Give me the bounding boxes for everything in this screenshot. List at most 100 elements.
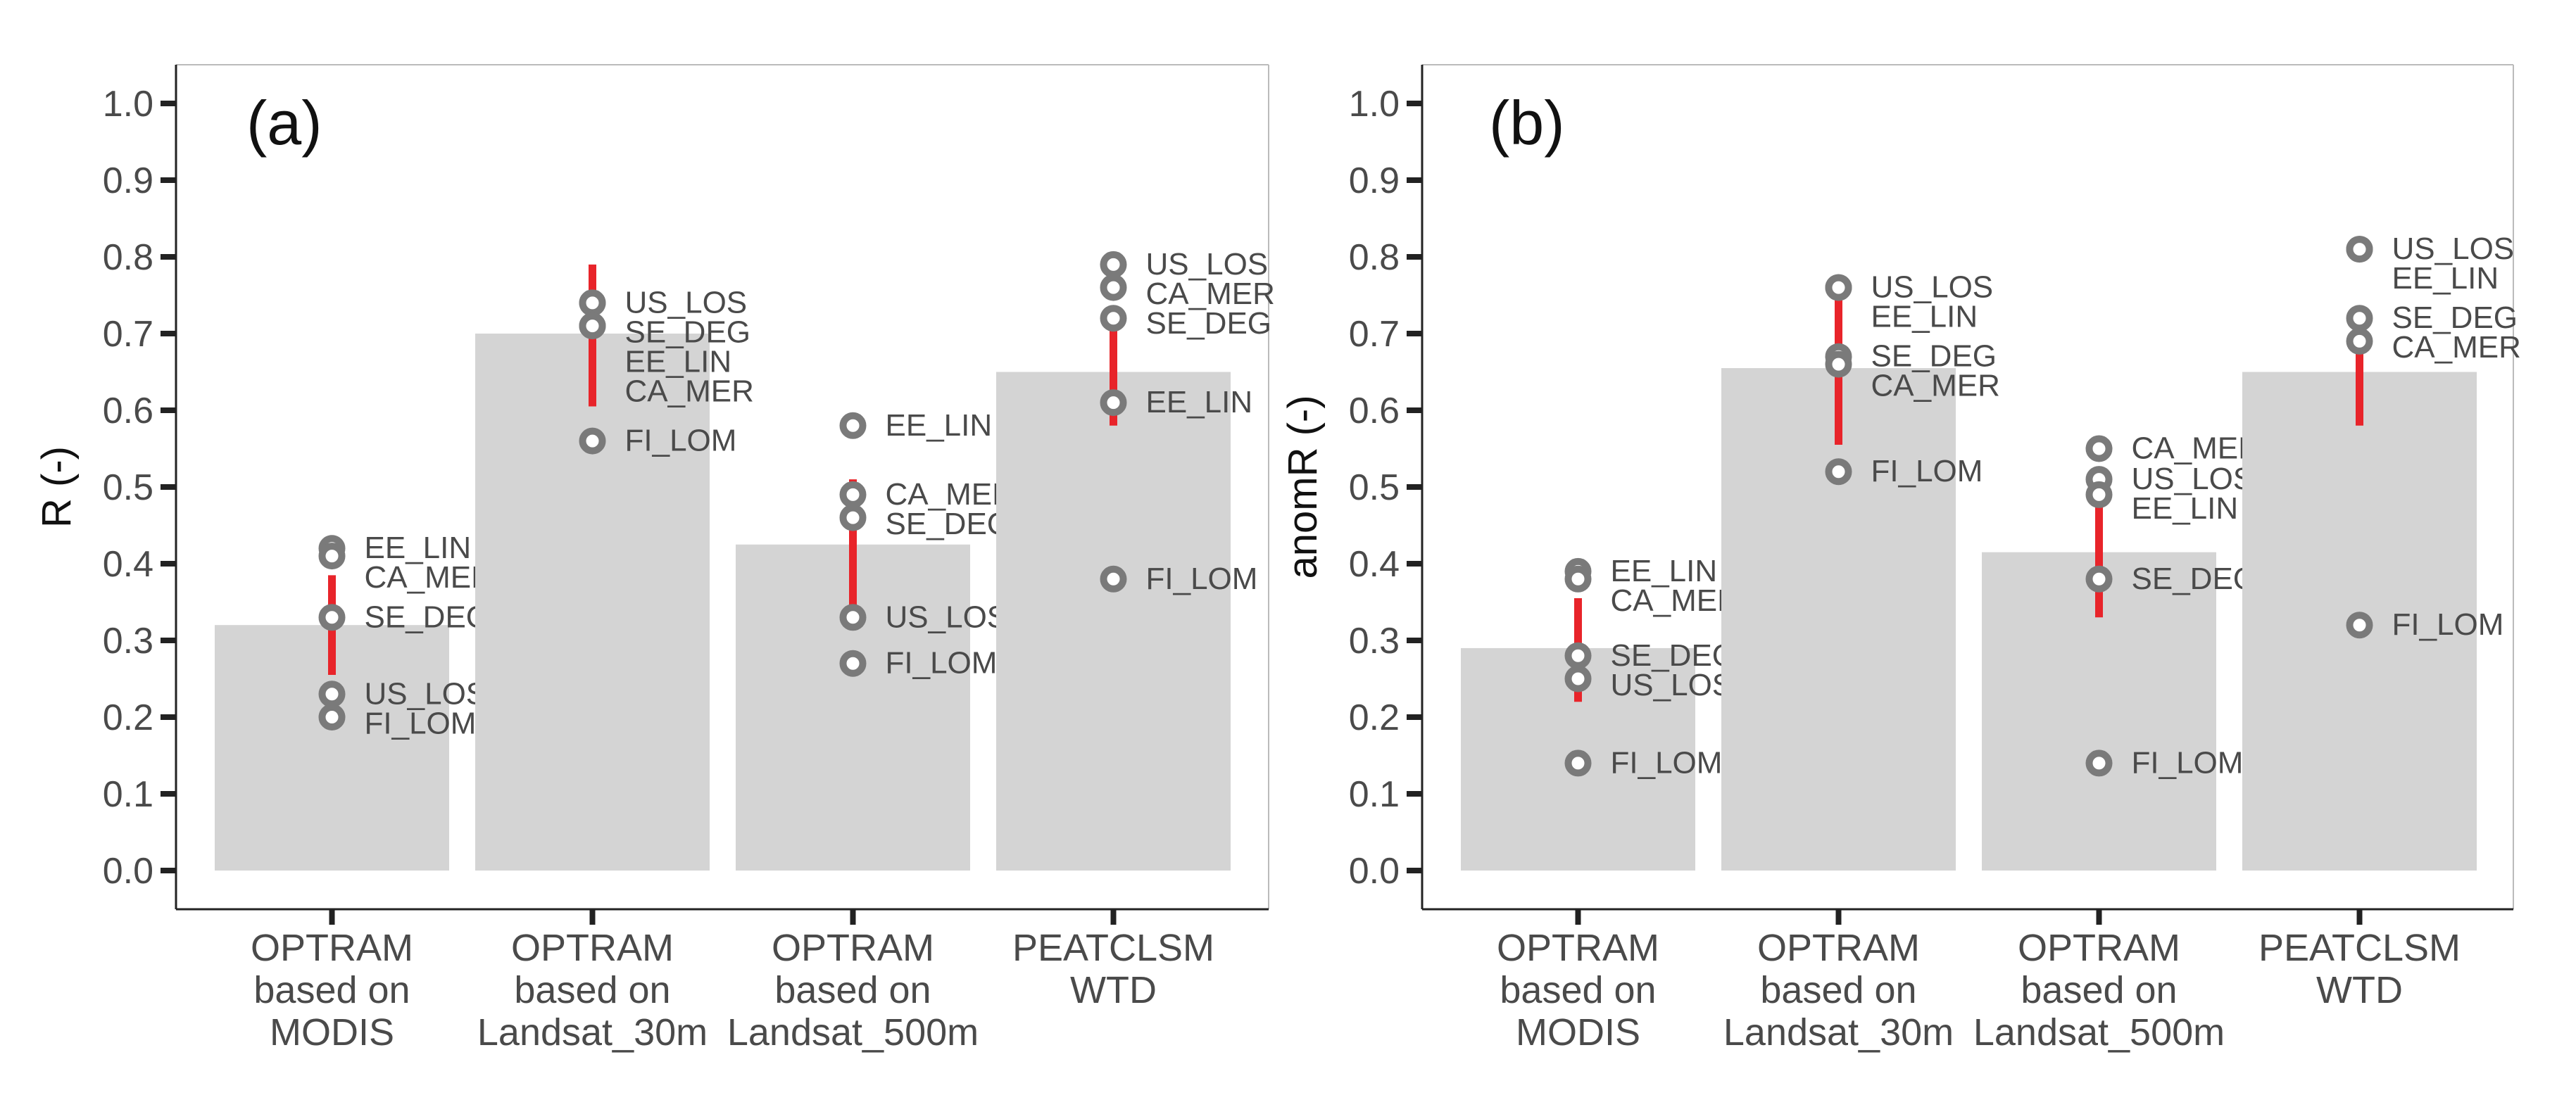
site-label: EE_LIN <box>625 344 732 379</box>
x-tick-label: based on <box>1500 969 1656 1011</box>
x-tick-label: OPTRAM <box>772 927 934 969</box>
site-point <box>1825 350 1852 378</box>
site-point <box>2085 565 2113 593</box>
site-label: FI_LOM <box>625 424 737 458</box>
x-tick-label: based on <box>774 969 931 1011</box>
x-tick-label: based on <box>1760 969 1916 1011</box>
y-tick-label: 0.7 <box>1349 314 1400 355</box>
site-point <box>318 543 346 570</box>
site-point <box>1100 274 1127 301</box>
site-label: EE_LIN <box>1611 554 1718 588</box>
site-point <box>839 504 867 531</box>
site-point <box>839 412 867 439</box>
x-tick-label: OPTRAM <box>1497 927 1659 969</box>
site-label: SE_DEG <box>625 315 751 349</box>
site-label: FI_LOM <box>1146 562 1258 596</box>
site-label: SE_DEG <box>2392 301 2518 335</box>
site-label: FI_LOM <box>1871 454 1983 488</box>
site-label: EE_LIN <box>1871 300 1978 334</box>
site-label: SE_DEG <box>886 507 1012 541</box>
site-label: CA_MER <box>886 477 1014 512</box>
x-tick-label: based on <box>514 969 670 1011</box>
x-tick-label: MODIS <box>1516 1011 1640 1054</box>
site-point <box>1564 665 1592 692</box>
site-label: SE_DEG <box>1871 339 1997 374</box>
x-tick-label: OPTRAM <box>1757 927 1920 969</box>
x-tick-label: OPTRAM <box>511 927 674 969</box>
site-point <box>839 604 867 631</box>
site-label: EE_LIN <box>2132 491 2239 526</box>
site-label: CA_MER <box>2132 431 2261 466</box>
site-label: US_LOS <box>2392 232 2515 266</box>
site-point <box>1100 565 1127 593</box>
site-label: FI_LOM <box>2132 745 2244 780</box>
y-tick-label: 0.5 <box>103 467 153 508</box>
y-axis-title: anomR (-) <box>1280 395 1326 578</box>
x-tick-label: WTD <box>1070 969 1157 1011</box>
x-tick-label: based on <box>253 969 410 1011</box>
panel-label: (b) <box>1489 88 1565 158</box>
site-label: EE_LIN <box>886 408 993 443</box>
site-label: US_LOS <box>1611 668 1733 702</box>
site-label: CA_MER <box>1871 369 2000 403</box>
site-label: FI_LOM <box>886 646 998 681</box>
y-tick-label: 0.4 <box>103 544 153 585</box>
site-label: CA_MER <box>625 374 754 408</box>
site-point <box>2085 481 2113 508</box>
site-label: SE_DEG <box>2132 562 2258 596</box>
site-label: CA_MER <box>365 560 494 595</box>
site-point <box>2346 612 2373 639</box>
site-point <box>1564 749 1592 777</box>
site-label: US_LOS <box>2132 462 2254 496</box>
y-tick-label: 0.8 <box>103 237 153 278</box>
bar <box>996 372 1231 871</box>
y-tick-label: 0.5 <box>1349 467 1400 508</box>
y-tick-label: 0.0 <box>1349 851 1400 892</box>
site-point <box>1564 565 1592 593</box>
bar <box>475 334 710 871</box>
site-label: US_LOS <box>1871 270 1994 305</box>
panel-a: 0.0 0.1 0.2 0.3 0.4 0.5 0.6 0.7 0.8 0.9 1.0 R (-) (a… <box>34 64 1275 1054</box>
site-point <box>2085 435 2113 462</box>
y-tick-label: 0.4 <box>1349 544 1400 585</box>
y-tick-label: 0.9 <box>103 160 153 201</box>
y-tick-label: 0.6 <box>1349 391 1400 431</box>
x-tick-label: Landsat_30m <box>477 1011 708 1054</box>
y-tick-label: 0.3 <box>1349 621 1400 662</box>
site-label: SE_DEG <box>1611 638 1737 673</box>
site-point <box>318 681 346 708</box>
site-label: SE_DEG <box>1146 306 1272 341</box>
site-point <box>2346 236 2373 263</box>
site-label: FI_LOM <box>1611 745 1723 780</box>
y-tick-label: 1.0 <box>1349 84 1400 125</box>
y-tick-label: 0.0 <box>103 851 153 892</box>
site-point <box>839 481 867 508</box>
site-point <box>1100 305 1127 332</box>
y-tick-label: 0.9 <box>1349 160 1400 201</box>
site-point <box>1100 389 1127 417</box>
site-label: US_LOS <box>625 285 748 320</box>
site-label: EE_LIN <box>2392 261 2499 296</box>
site-label: EE_LIN <box>1146 385 1253 419</box>
x-tick-label: Landsat_500m <box>727 1011 979 1054</box>
y-axis-title: R (-) <box>34 446 80 528</box>
site-point <box>318 604 346 631</box>
y-tick-label: 0.1 <box>103 774 153 815</box>
y-tick-label: 0.3 <box>103 621 153 662</box>
x-tick-label: Landsat_500m <box>1973 1011 2225 1054</box>
site-point <box>1825 458 1852 486</box>
site-point <box>2085 749 2113 777</box>
panel-b: 0.0 0.1 0.2 0.3 0.4 0.5 0.6 0.7 0.8 0.9 1.0 anomR (… <box>1280 64 2521 1054</box>
y-tick-label: 0.8 <box>1349 237 1400 278</box>
site-label: EE_LIN <box>365 531 472 565</box>
site-point <box>579 427 606 455</box>
site-label: US_LOS <box>886 600 1008 634</box>
site-point <box>318 704 346 730</box>
site-point <box>839 650 867 677</box>
x-tick-label: PEATCLSM <box>2258 927 2461 969</box>
site-point <box>1564 642 1592 669</box>
site-label: US_LOS <box>1146 247 1269 282</box>
site-point <box>579 312 606 340</box>
